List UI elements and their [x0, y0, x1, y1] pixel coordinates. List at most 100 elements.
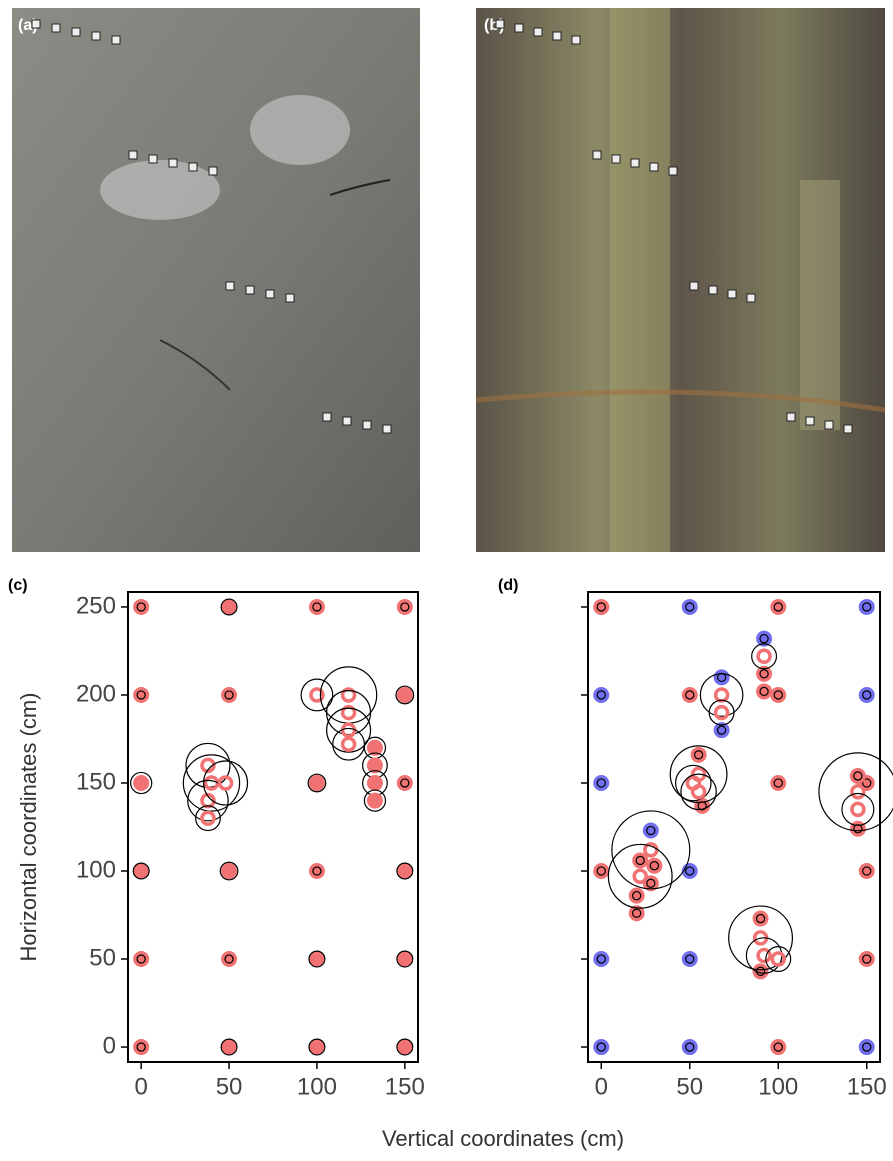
- uncertainty-circle: [396, 950, 414, 968]
- target: [342, 416, 352, 426]
- y-tick-label: 50: [89, 944, 116, 971]
- y-tick-label: 150: [76, 768, 116, 795]
- ring-point: [713, 704, 730, 721]
- uncertainty-circle: [130, 771, 153, 795]
- target: [533, 27, 543, 37]
- uncertainty-circle: [224, 690, 234, 700]
- uncertainty-circle: [685, 690, 695, 700]
- x-tick-label: 150: [847, 1073, 887, 1100]
- target: [746, 293, 756, 303]
- uncertainty-circle: [708, 699, 735, 726]
- uncertainty-circle: [862, 690, 872, 700]
- point: [756, 665, 773, 682]
- uncertainty-circle: [635, 855, 645, 866]
- target: [265, 289, 275, 299]
- point: [858, 598, 875, 615]
- target: [649, 162, 659, 172]
- uncertainty-circle: [716, 725, 727, 735]
- target: [91, 31, 101, 41]
- point: [133, 1039, 150, 1056]
- uncertainty-circle: [773, 602, 783, 612]
- plot-frame: [587, 591, 881, 1063]
- uncertainty-circle: [862, 1042, 872, 1052]
- uncertainty-circle: [611, 810, 691, 890]
- uncertainty-circle: [685, 602, 695, 612]
- uncertainty-circle: [332, 727, 365, 761]
- point: [770, 686, 787, 703]
- ring-point: [770, 951, 786, 967]
- ring-point: [340, 736, 357, 753]
- uncertainty-circle: [136, 954, 146, 964]
- target: [285, 293, 295, 303]
- y-tick-label: 0: [103, 1032, 116, 1059]
- uncertainty-circle: [680, 773, 717, 811]
- target: [552, 31, 562, 41]
- target: [786, 412, 796, 422]
- point: [366, 739, 383, 756]
- uncertainty-circle: [319, 666, 378, 724]
- point: [308, 598, 325, 615]
- uncertainty-circle: [220, 598, 238, 616]
- uncertainty-circle: [862, 778, 872, 788]
- uncertainty-circle: [596, 690, 606, 700]
- target: [630, 158, 640, 168]
- point: [593, 863, 610, 880]
- uncertainty-circle: [818, 752, 893, 832]
- point: [849, 767, 866, 784]
- uncertainty-circle: [755, 913, 766, 924]
- uncertainty-circle: [326, 707, 372, 753]
- point: [858, 1039, 875, 1056]
- uncertainty-circle: [693, 750, 704, 760]
- uncertainty-circle: [759, 669, 769, 679]
- ring-point: [200, 792, 216, 809]
- x-tick-label: 0: [595, 1073, 608, 1100]
- uncertainty-circle: [132, 862, 150, 880]
- point: [221, 1039, 238, 1056]
- point: [593, 951, 610, 968]
- target: [727, 289, 737, 299]
- point: [690, 746, 707, 763]
- uncertainty-circle: [220, 1038, 238, 1056]
- target: [208, 166, 218, 176]
- x-axis-label: Vertical coordinates (cm): [382, 1126, 624, 1151]
- y-axis-label: Horizontal coordinates (cm): [16, 693, 41, 962]
- x-tick-label: 150: [385, 1073, 425, 1100]
- uncertainty-circle: [136, 690, 146, 700]
- point: [133, 774, 150, 791]
- point: [756, 683, 773, 700]
- ring-point: [690, 784, 707, 800]
- uncertainty-circle: [759, 633, 769, 644]
- ring-point: [713, 687, 730, 703]
- uncertainty-circle: [308, 1038, 326, 1056]
- point: [770, 774, 787, 791]
- point: [396, 686, 413, 703]
- target: [51, 23, 61, 33]
- ring-point: [756, 947, 772, 964]
- uncertainty-circle: [728, 905, 794, 971]
- point: [858, 863, 875, 880]
- point: [593, 598, 610, 615]
- target: [611, 154, 621, 164]
- uncertainty-circle: [862, 954, 872, 964]
- point: [642, 822, 659, 839]
- uncertainty-circle: [699, 673, 744, 717]
- ring-point: [200, 757, 216, 774]
- uncertainty-circle: [300, 678, 334, 712]
- point: [752, 963, 769, 980]
- ring-point: [643, 842, 659, 858]
- uncertainty-circle: [596, 954, 606, 964]
- point: [858, 951, 875, 968]
- point: [396, 863, 413, 880]
- point: [221, 863, 238, 880]
- uncertainty-circle: [631, 890, 642, 901]
- target: [495, 19, 505, 29]
- uncertainty-circle: [396, 862, 414, 880]
- point: [752, 910, 769, 927]
- panel-label: (d): [498, 577, 518, 594]
- uncertainty-circle: [312, 602, 322, 612]
- target: [322, 412, 332, 422]
- point: [221, 686, 238, 703]
- uncertainty-circle: [759, 686, 769, 697]
- point: [308, 774, 325, 791]
- uncertainty-circle: [607, 843, 673, 909]
